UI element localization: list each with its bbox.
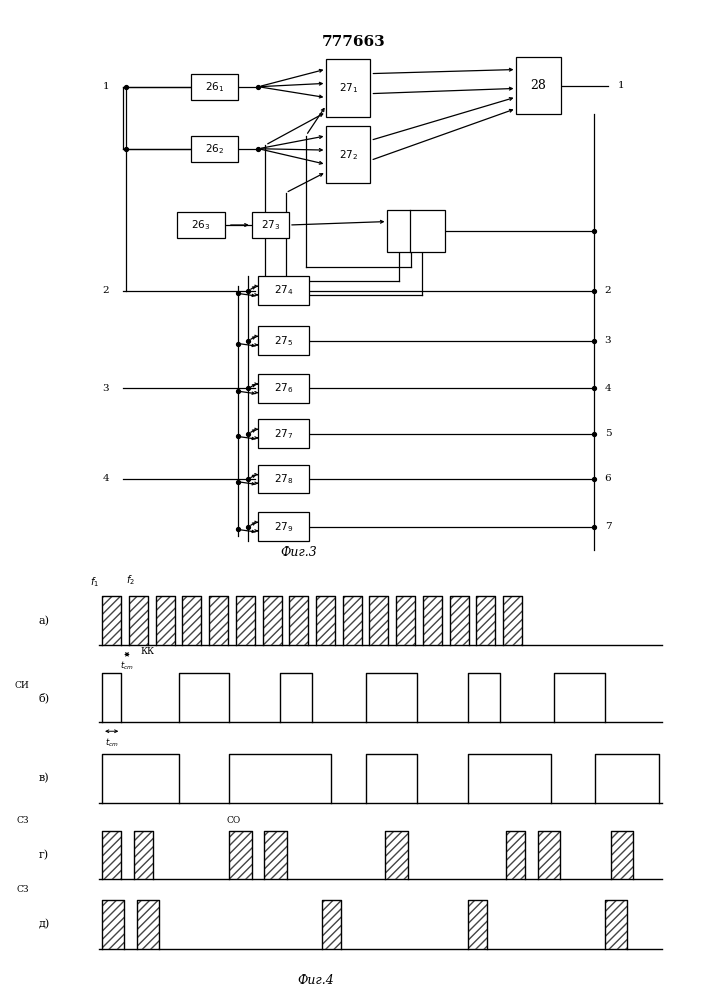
Bar [103, 831, 122, 879]
Bar [134, 831, 153, 879]
Bar [129, 596, 148, 645]
Bar [468, 900, 487, 949]
Text: T: T [425, 220, 431, 229]
Text: $27_4$: $27_4$ [274, 284, 293, 297]
Bar [605, 900, 627, 949]
Bar [259, 419, 310, 448]
Bar [506, 831, 525, 879]
Text: КК: КК [141, 647, 154, 656]
Text: 2: 2 [103, 286, 109, 295]
Bar [262, 596, 281, 645]
Bar [259, 465, 310, 493]
Text: Фиг.3: Фиг.3 [281, 546, 317, 559]
Text: СЗ: СЗ [16, 885, 29, 894]
Bar [385, 831, 408, 879]
Text: 4: 4 [103, 474, 109, 483]
Text: 3: 3 [604, 336, 612, 345]
Bar [612, 831, 633, 879]
Text: $27_1$: $27_1$ [339, 81, 358, 95]
Text: $27_6$: $27_6$ [274, 381, 293, 395]
Bar [229, 831, 252, 879]
Bar [252, 212, 289, 238]
Bar [103, 900, 124, 949]
Text: СЗ: СЗ [16, 816, 29, 825]
Text: 777663: 777663 [322, 35, 385, 49]
Bar [370, 596, 389, 645]
Text: $26_2$: $26_2$ [205, 142, 224, 156]
Text: а): а) [39, 615, 49, 626]
Text: $t_{cm}$: $t_{cm}$ [120, 659, 134, 672]
Text: $27_7$: $27_7$ [274, 427, 293, 441]
Text: $27_3$: $27_3$ [261, 218, 280, 232]
Text: 4: 4 [604, 384, 612, 393]
Bar [516, 57, 561, 114]
Bar [182, 596, 201, 645]
Bar [322, 900, 341, 949]
Bar [477, 596, 496, 645]
Bar [423, 596, 442, 645]
Bar [316, 596, 335, 645]
Text: $f_2$: $f_2$ [126, 573, 135, 587]
Text: г): г) [39, 850, 49, 860]
Text: Фиг.4: Фиг.4 [297, 974, 334, 987]
Text: в): в) [39, 773, 49, 783]
Bar [343, 596, 362, 645]
Bar [259, 512, 310, 541]
Text: 29: 29 [423, 235, 434, 244]
Text: 7: 7 [604, 522, 612, 531]
Bar [387, 210, 445, 252]
Text: $27_9$: $27_9$ [274, 520, 293, 534]
Bar [191, 74, 238, 100]
Text: б): б) [39, 692, 49, 703]
Text: 1: 1 [103, 82, 109, 91]
Text: 1: 1 [618, 81, 625, 90]
Bar [103, 596, 122, 645]
Bar [450, 596, 469, 645]
Text: $27_2$: $27_2$ [339, 148, 358, 162]
Text: $t_{cm}$: $t_{cm}$ [105, 737, 119, 749]
Text: СО: СО [226, 816, 240, 825]
Bar [289, 596, 308, 645]
Bar [191, 136, 238, 162]
Text: д): д) [39, 919, 49, 930]
Bar [156, 596, 175, 645]
Bar [396, 596, 415, 645]
Bar [235, 596, 255, 645]
Bar [503, 596, 522, 645]
Text: 6: 6 [604, 474, 612, 483]
Text: S: S [396, 217, 402, 226]
Text: $27_5$: $27_5$ [274, 334, 293, 348]
Bar [327, 126, 370, 183]
Bar [137, 900, 160, 949]
Text: 5: 5 [604, 429, 612, 438]
Text: 2: 2 [604, 286, 612, 295]
Text: $26_3$: $26_3$ [191, 218, 211, 232]
Bar [259, 374, 310, 403]
Text: 28: 28 [530, 79, 547, 92]
Text: R: R [396, 236, 402, 245]
Text: $26_1$: $26_1$ [205, 80, 224, 94]
Text: $f_1$: $f_1$ [90, 575, 99, 589]
Bar [259, 276, 310, 305]
Bar [209, 596, 228, 645]
Text: 3: 3 [103, 384, 109, 393]
Text: $27_8$: $27_8$ [274, 472, 293, 486]
Bar [264, 831, 287, 879]
Text: СИ: СИ [14, 681, 29, 690]
Bar [327, 59, 370, 117]
Bar [177, 212, 225, 238]
Bar [259, 326, 310, 355]
Bar [538, 831, 561, 879]
